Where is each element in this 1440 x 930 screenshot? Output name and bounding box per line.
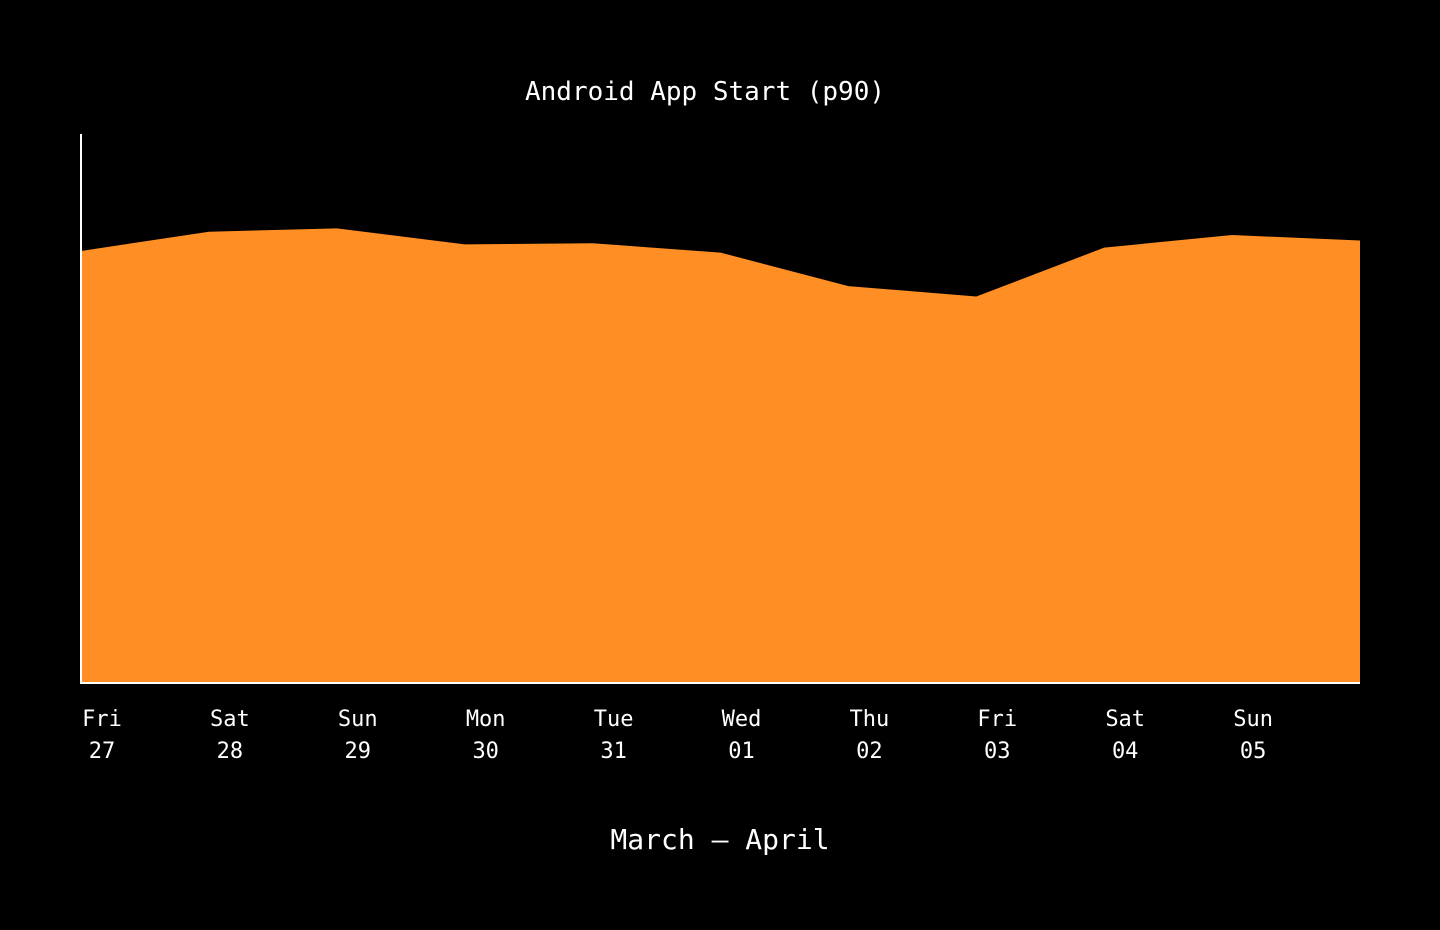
x-tick-date-label: 02 [856,739,883,764]
x-tick-day-label: Fri [82,707,122,732]
x-tick-day-label: Sun [1233,707,1273,732]
x-tick-date-label: 03 [984,739,1011,764]
x-tick-date-label: 29 [345,739,372,764]
x-tick-day-label: Sat [1105,707,1145,732]
chart-title: Android App Start (p90) [525,77,885,107]
x-tick-date-label: 05 [1240,739,1267,764]
x-tick-day-label: Mon [466,707,506,732]
x-tick-day-label: Tue [594,707,634,732]
x-tick-date-label: 04 [1112,739,1139,764]
x-tick-day-label: Sat [210,707,250,732]
x-tick-date-label: 27 [89,739,116,764]
x-tick-date-label: 31 [600,739,627,764]
area-layer [81,228,1360,683]
x-tick-labels: Fri 27 Sat 28 Sun 29 Mon 30 Tue 31 Wed 01 Thu 02 Fri 03… [82,707,1273,764]
area-series-0 [81,228,1360,683]
x-tick-date-label: 30 [472,739,499,764]
x-tick-day-label: Sun [338,707,378,732]
x-axis-title: March – April [610,823,829,856]
axis-layer [80,134,1360,684]
x-tick-date-label: 01 [728,739,755,764]
x-tick-day-label: Fri [977,707,1017,732]
x-tick-day-label: Thu [850,707,890,732]
x-tick-date-label: 28 [217,739,244,764]
x-tick-day-label: Wed [722,707,762,732]
